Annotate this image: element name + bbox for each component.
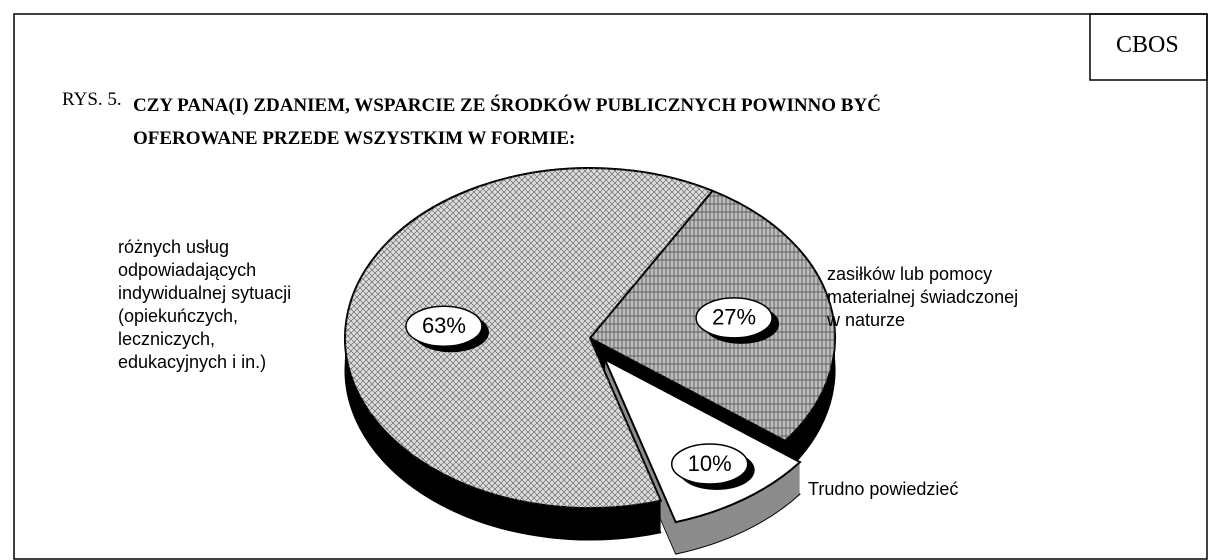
value-label: 27% (712, 305, 756, 330)
value-label: 10% (688, 451, 732, 476)
category-label: różnych usług odpowiadających indywidual… (118, 237, 292, 372)
source: CBOS (1116, 32, 1179, 58)
frame (13, 13, 1208, 560)
label-bubble (695, 297, 773, 339)
figure-label: RYS. 5. (62, 89, 122, 110)
source-box (1089, 13, 1208, 81)
category-label: Trudno powiedzieć (808, 479, 959, 499)
label-bubble (670, 443, 749, 485)
chart-title: CZY PANA(I) ZDANIEM, WSPARCIE ZE ŚRODKÓW… (133, 95, 881, 149)
category-label: zasiłków lub pomocy materialnej świadczo… (827, 264, 1019, 330)
slice-hatch (345, 167, 713, 508)
pie-slice (602, 357, 802, 524)
value-label: 63% (422, 313, 466, 338)
label-bubble (405, 305, 483, 348)
